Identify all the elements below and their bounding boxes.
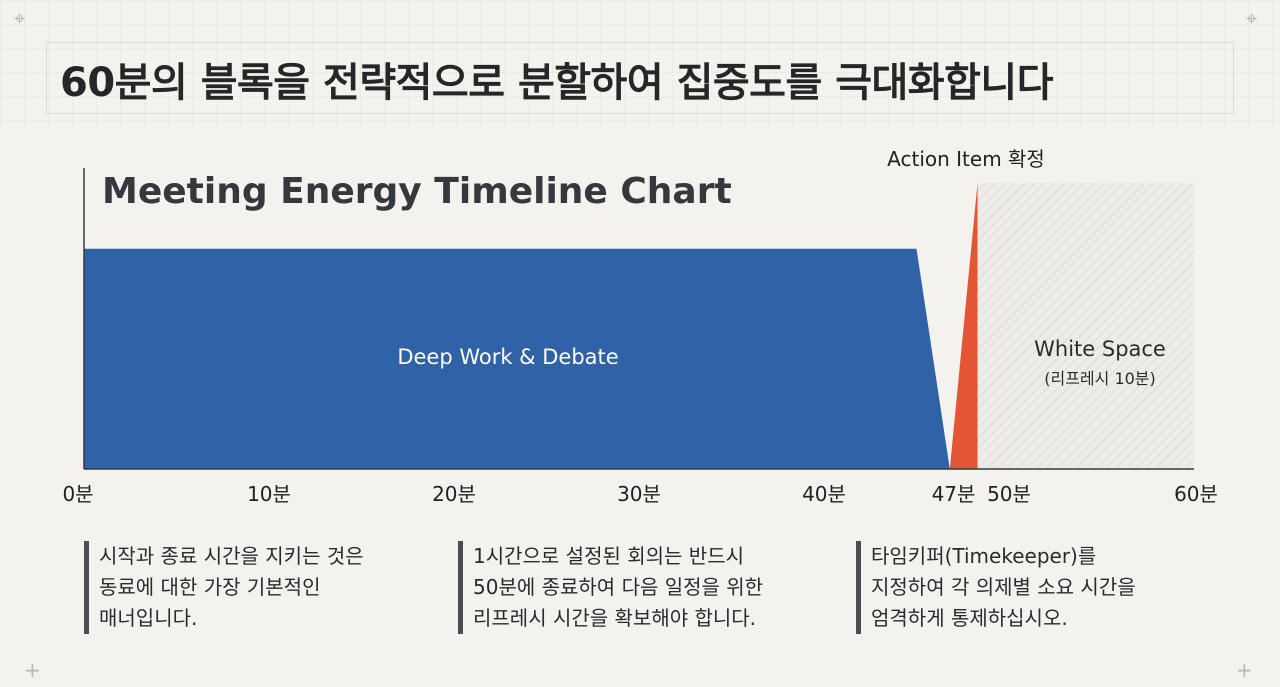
x-tick-label: 60분	[1174, 482, 1218, 506]
x-tick-label: 10분	[247, 482, 291, 506]
note-line: 동료에 대한 가장 기본적인	[99, 575, 321, 599]
segment-white-space	[977, 183, 1194, 469]
x-tick-label: 47분	[932, 482, 976, 506]
note-line: 1시간으로 설정된 회의는 반드시	[473, 544, 744, 568]
crosshair-icon-top-left: ⌖	[14, 6, 26, 30]
crosshair-icon-bottom-right: +	[1236, 658, 1253, 682]
crosshair-icon-top-right: ⌖	[1246, 6, 1258, 30]
x-tick-label: 40분	[802, 482, 846, 506]
note-line: 엄격하게 통제하십시오.	[871, 606, 1068, 630]
chart-title: Meeting Energy Timeline Chart	[102, 171, 732, 212]
note-1: 시작과 종료 시간을 지키는 것은 동료에 대한 가장 기본적인 매너입니다.	[84, 541, 439, 634]
title-frame	[46, 42, 1234, 114]
note-line: 시작과 종료 시간을 지키는 것은	[99, 544, 364, 568]
x-tick-label: 50분	[987, 482, 1031, 506]
note-line: 매너입니다.	[99, 606, 198, 630]
note-line: 리프레시 시간을 확보해야 합니다.	[473, 606, 757, 630]
note-line: 50분에 종료하여 다음 일정을 위한	[473, 575, 764, 599]
note-line: 지정하여 각 의제별 소요 시간을	[871, 575, 1136, 599]
white-space-label: White Space	[1034, 337, 1166, 361]
title-grid-background	[0, 0, 1280, 130]
x-tick-label: 0분	[62, 482, 93, 506]
segment-deep-work-debate	[84, 248, 950, 469]
action-item-label: Action Item 확정	[887, 147, 1045, 171]
crosshair-icon-bottom-left: +	[24, 658, 41, 682]
note-2: 1시간으로 설정된 회의는 반드시 50분에 종료하여 다음 일정을 위한 리프…	[458, 541, 813, 634]
note-3: 타임키퍼(Timekeeper)를 지정하여 각 의제별 소요 시간을 엄격하게…	[856, 541, 1211, 634]
page-title: 60분의 블록을 전략적으로 분할하여 집중도를 극대화합니다	[60, 60, 1054, 106]
white-space-sublabel: (리프레시 10분)	[1044, 369, 1156, 388]
x-tick-label: 20분	[432, 482, 476, 506]
note-line: 타임키퍼(Timekeeper)를	[871, 544, 1097, 568]
x-tick-label: 30분	[617, 482, 661, 506]
deep-work-label: Deep Work & Debate	[397, 345, 618, 369]
